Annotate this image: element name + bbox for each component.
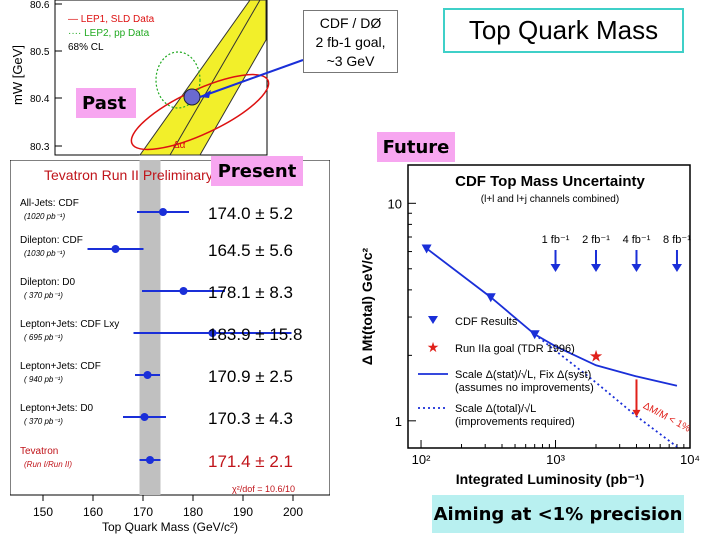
future-cdf-point (529, 330, 540, 340)
past-y-tick-label: 80.3 (30, 142, 50, 153)
present-panel: Tevatron Run II Preliminary All-Jets: CDF… (10, 160, 330, 534)
goal-note-line-1: CDF / DØ (319, 15, 382, 31)
future-legend-symbol (428, 316, 438, 324)
past-legend-entry: 68% CL (68, 42, 104, 53)
future-goal-star: ★ (589, 348, 603, 365)
present-combined-band (139, 160, 161, 495)
aiming-tag: Aiming at <1% precision (432, 495, 684, 533)
future-legend-label: CDF Results (455, 316, 518, 328)
measurement-lumi: (Run I/Run II) (24, 460, 72, 469)
measurement-point (179, 287, 188, 295)
present-x-tick-label: 200 (283, 505, 303, 519)
goal-note-line-2: 2 fb-1 goal, (315, 34, 386, 50)
future-legend-symbol: ★ (427, 339, 440, 355)
measurement-value: 178.1 ± 8.3 (208, 283, 293, 302)
future-panel: CDF Top Mass Uncertainty (l+l and l+j cha… (359, 164, 700, 487)
future-tag: Future (377, 132, 455, 162)
past-legend: — LEP1, SLD Data ···· LEP2, pp Data 68% CL (68, 14, 155, 53)
future-precision-arrowhead (632, 409, 641, 417)
present-xlabel: Top Quark Mass (GeV/c²) (102, 520, 238, 534)
future-y-tick-label: 10 (388, 196, 402, 211)
measurement-point (208, 329, 217, 337)
past-y-tick-label: 80.4 (30, 94, 50, 105)
future-lumi-label: 4 fb⁻¹ (623, 234, 651, 246)
future-legend-sublabel: (assumes no improvements) (455, 382, 594, 394)
past-tag: Past (76, 88, 136, 118)
future-x-tick-label: 10² (412, 452, 431, 467)
future-subtitle: (l+l and l+j channels combined) (481, 194, 619, 205)
present-x-tick-label: 150 (33, 505, 53, 519)
measurement-value: 183.9 ± 15.8 (208, 325, 302, 344)
measurement-label: All-Jets: CDF (20, 198, 79, 209)
future-lumi-arrowhead (591, 264, 601, 272)
future-x-tick-label: 10³ (546, 452, 565, 467)
slide-title: Top Quark Mass (443, 8, 684, 53)
measurement-point (159, 208, 167, 216)
measurement-lumi: (1020 pb⁻¹) (24, 212, 65, 221)
present-x-tick-label: 190 (233, 505, 253, 519)
present-x-tick-label: 180 (183, 505, 203, 519)
future-title: CDF Top Mass Uncertainty (455, 173, 645, 190)
measurement-lumi: (1030 pb⁻¹) (24, 249, 65, 258)
past-y-tick-label: 80.5 (30, 47, 50, 58)
past-ylabel: mW [GeV] (10, 45, 25, 105)
future-ylabel: Δ Mt(total) GeV/c² (359, 247, 375, 365)
measurement-point (143, 371, 152, 379)
measurement-value: 174.0 ± 5.2 (208, 204, 293, 223)
present-title: Tevatron Run II Preliminary (44, 167, 213, 183)
measurement-label: Lepton+Jets: D0 (20, 403, 94, 414)
future-legend-sublabel: (improvements required) (455, 416, 575, 428)
future-lumi-label: 2 fb⁻¹ (582, 234, 610, 246)
future-legend-label: Scale Δ(total)/√L (455, 403, 536, 415)
measurement-value: 171.4 ± 2.1 (208, 452, 293, 471)
future-cdf-point (485, 293, 496, 303)
measurement-lumi: ( 695 pb⁻¹) (24, 333, 63, 342)
goal-note-box: CDF / DØ 2 fb-1 goal, ~3 GeV (303, 10, 398, 73)
measurement-label: Lepton+Jets: CDF Lxy (20, 319, 119, 330)
future-x-tick-label: 10⁴ (680, 452, 700, 467)
measurement-value: 170.9 ± 2.5 (208, 367, 293, 386)
measurement-lumi: ( 940 pb⁻¹) (24, 375, 63, 384)
future-legend-label: Run IIa goal (TDR 1996) (455, 343, 575, 355)
past-legend-entry: ···· LEP2, pp Data (68, 28, 150, 39)
measurement-label: Tevatron (20, 446, 58, 457)
measurement-point (111, 245, 120, 253)
measurement-label: Dilepton: D0 (20, 277, 75, 288)
past-delta-alpha-label: Δα (173, 140, 186, 151)
present-x-tick-label: 170 (133, 505, 153, 519)
present-tag: Present (211, 156, 303, 186)
future-cdf-point (421, 244, 432, 254)
future-lumi-arrowhead (550, 264, 561, 272)
past-prediction-point (183, 88, 201, 106)
measurement-point (146, 456, 154, 464)
future-lumi-arrowhead (631, 264, 642, 272)
past-y-ticks: 80.6 80.5 80.4 80.3 (30, 0, 62, 153)
future-xlabel: Integrated Luminosity (pb⁻¹) (456, 471, 645, 487)
measurement-lumi: ( 370 pb⁻¹) (24, 291, 63, 300)
measurement-point (140, 413, 149, 421)
measurement-label: Lepton+Jets: CDF (20, 361, 101, 372)
future-legend-label: Scale Δ(stat)/√L, Fix Δ(syst) (455, 369, 591, 381)
past-y-tick-label: 80.6 (30, 0, 50, 11)
measurement-lumi: ( 370 pb⁻¹) (24, 417, 63, 426)
past-panel: mW [GeV] 80.6 80.5 80.4 80.3 — LEP1, SLD Da… (0, 0, 270, 160)
future-frame (407, 164, 691, 449)
present-frame (10, 160, 330, 496)
measurement-value: 164.5 ± 5.6 (208, 241, 293, 260)
present-chi2: χ²/dof = 10.6/10 (232, 484, 295, 494)
future-lumi-arrowhead (671, 264, 682, 272)
future-lumi-label: 1 fb⁻¹ (542, 234, 570, 246)
present-x-tick-label: 160 (83, 505, 103, 519)
goal-note-line-3: ~3 GeV (326, 53, 375, 69)
past-legend-entry: — LEP1, SLD Data (68, 14, 155, 25)
measurement-label: Dilepton: CDF (20, 235, 83, 246)
measurement-value: 170.3 ± 4.3 (208, 409, 293, 428)
future-lumi-label: 8 fb⁻¹ (663, 234, 691, 246)
future-y-tick-label: 1 (395, 414, 402, 429)
